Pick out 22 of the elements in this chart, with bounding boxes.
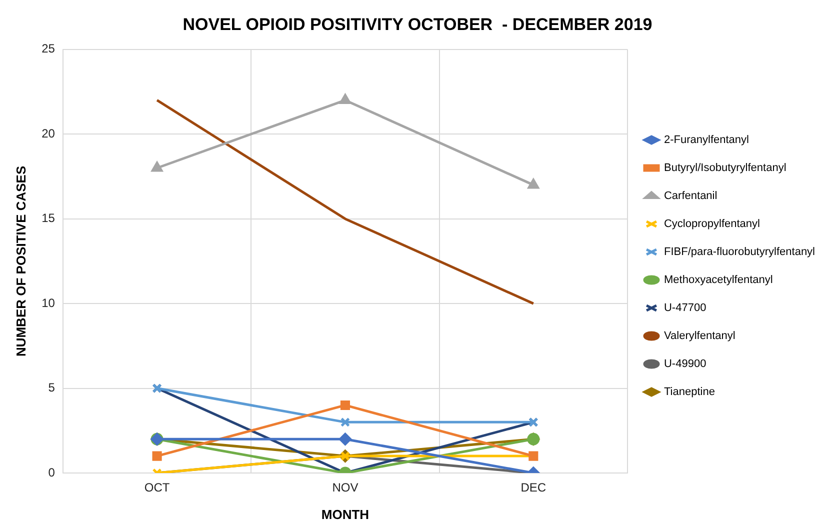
legend-label: Butyryl/Isobutyrylfentanyl (664, 162, 786, 174)
y-tick-label: 5 (48, 380, 56, 395)
legend-label: Tianeptine (664, 386, 715, 398)
x-tick-label: DEC (520, 480, 546, 495)
y-tick-label: 25 (42, 42, 56, 56)
legend-label: U-49900 (664, 358, 706, 370)
y-tick-label: 0 (48, 465, 56, 480)
y-tick-label: 20 (42, 126, 56, 140)
legend-label: FIBF/para-fluorobutyrylfentanyl (664, 246, 816, 258)
legend-label: Methoxyacetylfentanyl (664, 274, 773, 286)
legend-label: U-47700 (664, 302, 706, 314)
x-tick-label: OCT (144, 480, 170, 495)
y-axis-title: NUMBER OF POSITIVE CASES (13, 166, 28, 357)
x-tick-label: NOV (332, 480, 358, 495)
y-tick-label: 15 (42, 211, 56, 226)
legend-label: 2-Furanylfentanyl (664, 134, 749, 146)
legend-label: Carfentanil (664, 190, 718, 202)
y-tick-label: 10 (42, 296, 56, 310)
x-axis-title: MONTH (321, 506, 370, 522)
legend-label: Cyclopropylfentanyl (664, 218, 760, 230)
chart-title: NOVEL OPIOID POSITIVITY OCTOBER - DECEMBER 2019 (182, 14, 652, 34)
legend-label: Valerylfentanyl (664, 330, 736, 342)
